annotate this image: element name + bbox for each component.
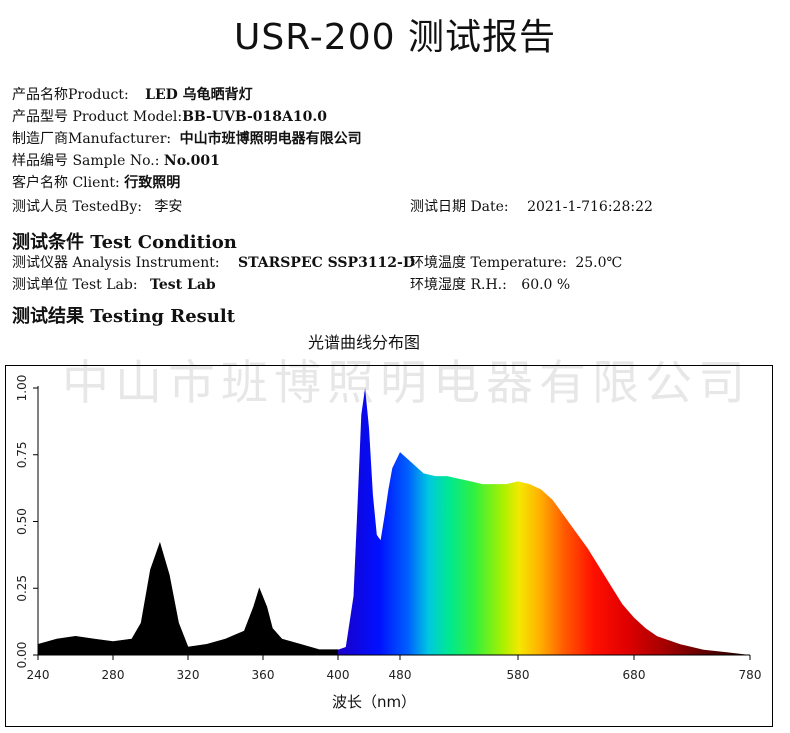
x-tick-label: 360 (252, 668, 275, 682)
model-value: BB-UVB-018A10.0 (182, 109, 327, 125)
instrument-value: STARSPEC SSP3112-D (238, 255, 415, 271)
temperature-row: 环境温度 Temperature: 25.0℃ (410, 254, 622, 272)
tester-row: 测试人员 TestedBy: 李安 (12, 198, 182, 216)
series-uv-area (37, 541, 339, 656)
manufacturer-row: 制造厂商Manufacturer: 中山市班博照明电器有限公司 (12, 130, 362, 148)
instrument-row: 测试仪器 Analysis Instrument: STARSPEC SSP31… (12, 254, 415, 272)
x-tick-label: 280 (102, 668, 125, 682)
result-heading: 测试结果 Testing Result (12, 306, 236, 327)
x-tick-label: 680 (623, 668, 646, 682)
temperature-value: 25.0℃ (575, 255, 623, 271)
model-row: 产品型号 Product Model:BB-UVB-018A10.0 (12, 108, 327, 126)
lab-row: 测试单位 Test Lab: Test Lab (12, 276, 216, 294)
rh-value: 60.0 % (521, 277, 571, 293)
x-tick-label: 580 (507, 668, 530, 682)
date-value: 2021-1-716:28:22 (527, 199, 653, 215)
x-axis-label: 波长（nm） (332, 693, 416, 711)
y-tick-label: 1.00 (15, 375, 29, 402)
model-label: 产品型号 Product Model: (12, 109, 183, 125)
lab-value: Test Lab (150, 277, 216, 293)
rh-row: 环境湿度 R.H.: 60.0 % (410, 276, 570, 294)
report-title: USR-200 测试报告 (234, 17, 556, 58)
x-tick-label: 480 (389, 668, 412, 682)
date-label: 测试日期 Date: (410, 199, 509, 215)
x-tick-label: 320 (177, 668, 200, 682)
product-label: 产品名称Product: (12, 87, 129, 103)
y-tick-label: 0.50 (15, 508, 29, 535)
sample-value: No.001 (163, 153, 220, 169)
x-tick-label: 240 (27, 668, 50, 682)
manufacturer-label: 制造厂商Manufacturer: (12, 131, 172, 147)
client-value: 行致照明 (124, 175, 181, 191)
y-tick-label: 0.75 (15, 441, 29, 468)
rh-label: 环境湿度 R.H.: (410, 277, 507, 293)
client-label: 客户名称 Client: (12, 175, 120, 191)
sample-row: 样品编号 Sample No.: No.001 (12, 152, 220, 170)
manufacturer-value: 中山市班博照明电器有限公司 (179, 131, 362, 147)
chart-frame (5, 365, 773, 727)
chart-title: 光谱曲线分布图 (307, 333, 420, 352)
date-row: 测试日期 Date: 2021-1-716:28:22 (410, 198, 653, 216)
sample-label: 样品编号 Sample No.: (12, 153, 160, 169)
x-tick-label: 780 (739, 668, 762, 682)
tester-value: 李安 (154, 199, 183, 215)
condition-heading: 测试条件 Test Condition (12, 232, 237, 253)
product-value: LED 乌龟晒背灯 (145, 87, 253, 103)
series-visible-area (338, 388, 750, 655)
temperature-label: 环境温度 Temperature: (410, 255, 567, 271)
y-tick-label: 0.25 (15, 575, 29, 602)
instrument-label: 测试仪器 Analysis Instrument: (12, 255, 220, 271)
y-tick-label: 0.00 (15, 642, 29, 669)
tester-label: 测试人员 TestedBy: (12, 199, 142, 215)
client-row: 客户名称 Client: 行致照明 (12, 174, 180, 192)
x-tick-label: 400 (327, 668, 350, 682)
lab-label: 测试单位 Test Lab: (12, 277, 138, 293)
product-row: 产品名称Product: LED 乌龟晒背灯 (12, 86, 253, 104)
